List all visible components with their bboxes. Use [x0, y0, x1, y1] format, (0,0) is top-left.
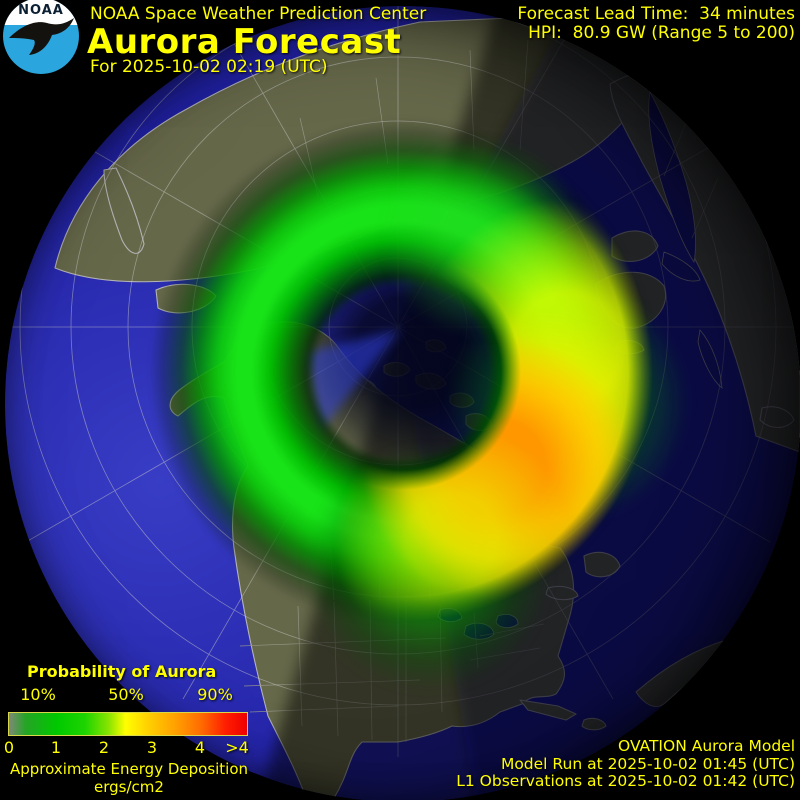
logo-noaa-text: NOAA: [18, 3, 64, 18]
logo-white-cap: [3, 0, 79, 25]
legend-pct-90: 90%: [197, 685, 233, 704]
footer-credits: OVATION Aurora Model Model Run at 2025-1…: [456, 737, 795, 791]
legend-title: Probability of Aurora: [27, 662, 217, 681]
legend-pct-50: 50%: [108, 685, 144, 704]
l1-observation-time: L1 Observations at 2025-10-02 01:42 (UTC…: [456, 772, 795, 790]
forecast-lead-time: Forecast Lead Time: 34 minutes: [517, 4, 795, 24]
noaa-logo: NOAA: [3, 0, 79, 74]
scale-tick-2: 2: [98, 738, 110, 757]
valid-time: For 2025-10-02 02:19 (UTC): [90, 57, 328, 77]
scale-tick-1: 1: [50, 738, 62, 757]
model-run-time: Model Run at 2025-10-02 01:45 (UTC): [500, 754, 795, 773]
legend-caption-line1: Approximate Energy Deposition: [9, 760, 249, 778]
scale-tick-3: 3: [146, 738, 158, 757]
scale-tick-4: 4: [194, 738, 206, 757]
seagull-icon: [9, 18, 74, 55]
scale-tick-0: 0: [3, 738, 15, 757]
legend-caption-line2: ergs/cm2: [94, 778, 164, 796]
model-name: OVATION Aurora Model: [618, 737, 795, 755]
page-title: Aurora Forecast: [87, 22, 402, 62]
probability-colorbar: [8, 712, 248, 736]
scale-tick-gt4: >4: [225, 738, 249, 757]
hemispheric-power-index: HPI: 80.9 GW (Range 5 to 200): [528, 23, 795, 43]
agency-title: NOAA Space Weather Prediction Center: [90, 4, 427, 24]
legend-pct-10: 10%: [20, 685, 56, 704]
